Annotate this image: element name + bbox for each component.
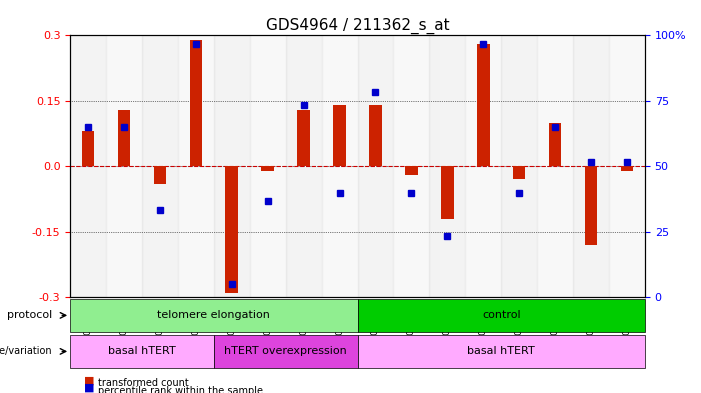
Bar [430,35,465,298]
Bar [261,166,274,171]
FancyBboxPatch shape [358,299,645,332]
FancyBboxPatch shape [70,335,214,367]
Bar [82,131,95,166]
Text: hTERT overexpression: hTERT overexpression [224,346,347,356]
Bar [477,44,489,166]
Text: basal hTERT: basal hTERT [108,346,176,356]
Bar [142,35,178,298]
Text: ■: ■ [84,383,95,393]
FancyBboxPatch shape [214,335,358,367]
Bar [333,105,346,166]
Bar [405,166,418,175]
Text: ■: ■ [84,375,95,385]
Bar [513,166,526,180]
Bar [585,166,597,245]
Bar [118,110,130,166]
Bar [573,35,609,298]
Bar [465,35,501,298]
Bar [369,105,382,166]
Bar [154,166,166,184]
Bar [537,35,573,298]
FancyBboxPatch shape [358,335,645,367]
Text: basal hTERT: basal hTERT [468,346,535,356]
Bar [250,35,286,298]
Bar [609,35,645,298]
Bar [393,35,429,298]
Text: transformed count: transformed count [98,378,189,388]
Bar [297,110,310,166]
Bar [358,35,393,298]
Bar [178,35,214,298]
Bar [226,166,238,293]
Bar [286,35,322,298]
Bar [322,35,358,298]
Bar [189,40,202,166]
Title: GDS4964 / 211362_s_at: GDS4964 / 211362_s_at [266,18,449,34]
Bar [70,35,106,298]
Text: genotype/variation: genotype/variation [0,346,52,356]
Text: telomere elongation: telomere elongation [157,310,271,320]
Text: control: control [482,310,521,320]
Bar [441,166,454,219]
Bar [549,123,562,166]
FancyBboxPatch shape [70,299,358,332]
Bar [501,35,537,298]
Text: percentile rank within the sample: percentile rank within the sample [98,386,263,393]
Bar [620,166,633,171]
Bar [106,35,142,298]
Bar [214,35,250,298]
Text: protocol: protocol [7,310,52,320]
